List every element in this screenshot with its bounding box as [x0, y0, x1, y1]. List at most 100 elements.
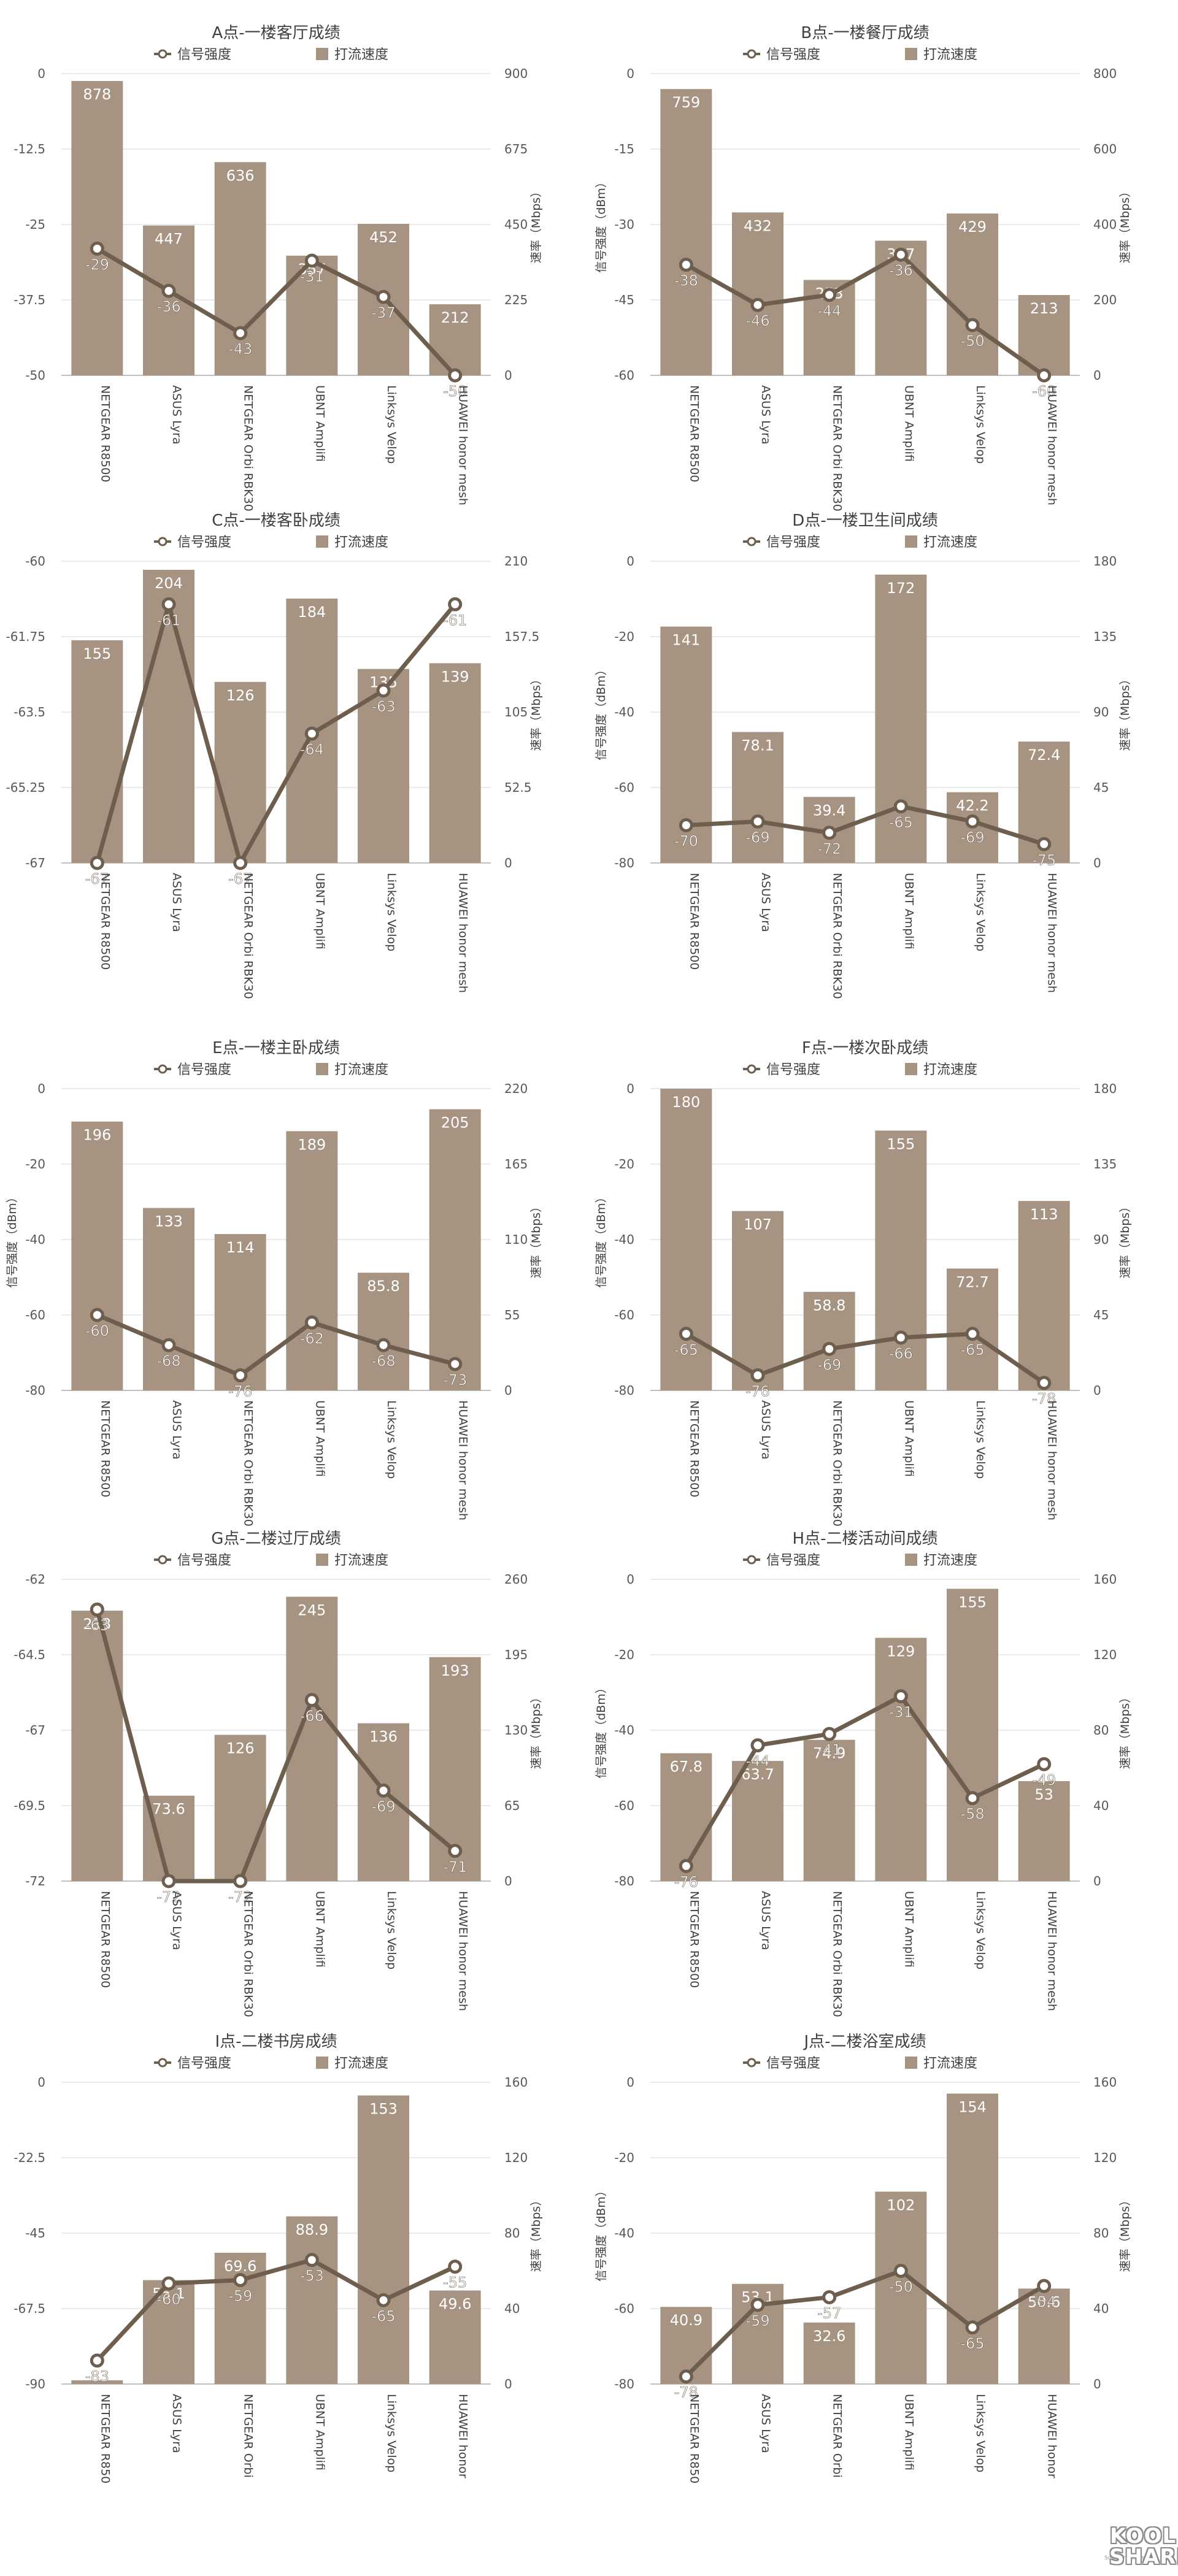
right-axis-tick: 105 [504, 705, 528, 719]
signal-line [685, 1332, 1045, 1385]
category-label: UBNT Amplifi [902, 385, 915, 462]
signal-line [95, 2258, 456, 2363]
signal-point [679, 258, 693, 272]
speed-bar-label: 114 [226, 1239, 255, 1256]
signal-point [161, 1874, 176, 1888]
category-label: ASUS Lyra [759, 2394, 772, 2453]
category-label: HUAWEI honor mesh [1045, 1400, 1059, 1520]
left-axis-tick: -69.5 [13, 1798, 45, 1813]
signal-point [304, 1315, 319, 1330]
category-label: NETGEAR Orbi [831, 2394, 844, 2478]
speed-bar [429, 2290, 481, 2384]
signal-point [893, 799, 908, 814]
signal-point [893, 1689, 908, 1704]
speed-bar [143, 2280, 194, 2384]
speed-bar-label: 432 [744, 217, 772, 234]
speed-bar-label: 180 [672, 1094, 700, 1111]
legend-bar-marker [905, 2057, 917, 2069]
category-label: NETGEAR Orbi RBK30 [831, 385, 844, 512]
left-axis-tick: 0 [626, 554, 634, 569]
legend-bar-marker [316, 535, 328, 548]
legend-speed-label: 打流速度 [334, 47, 388, 63]
speed-bar [286, 1131, 338, 1390]
category-label: NETGEAR R8500 [98, 1891, 112, 1988]
speed-bar-label: 126 [226, 1740, 255, 1757]
signal-point [750, 814, 765, 829]
speed-bar-label: 74.9 [813, 1745, 845, 1762]
signal-point [376, 1783, 391, 1798]
speed-bar-label: 205 [441, 1114, 469, 1132]
speed-bar [803, 1739, 855, 1881]
speed-bar-label: 107 [744, 1216, 772, 1233]
signal-point [233, 1874, 248, 1888]
left-axis-tick: -25 [25, 217, 45, 232]
signal-point-label: -38 [674, 272, 698, 289]
speed-bar-label: 193 [441, 1662, 469, 1679]
legend-speed-label: 打流速度 [334, 535, 388, 550]
right-axis-tick: 180 [1093, 554, 1117, 569]
right-axis-tick: 120 [1093, 2150, 1117, 2165]
left-axis-tick: -67.5 [13, 2301, 45, 2316]
signal-line [684, 2269, 1045, 2379]
speed-bar [429, 1109, 481, 1390]
category-label: UBNT Amplifi [313, 1891, 326, 1968]
signal-point [822, 1727, 837, 1741]
speed-bar [429, 1657, 481, 1881]
speed-bar [803, 1292, 855, 1390]
right-axis-tick: 55 [504, 1308, 520, 1322]
speed-bar [71, 640, 123, 863]
signal-point-label: -46 [745, 312, 769, 329]
signal-point-label: -65 [889, 814, 913, 831]
left-axis-tick: -60 [614, 368, 634, 383]
signal-line [96, 1313, 456, 1378]
left-axis-tick: -80 [614, 1383, 634, 1398]
signal-point [90, 1308, 104, 1322]
signal-point-label: -60 [85, 1322, 109, 1340]
right-axis-tick: 0 [504, 1874, 512, 1888]
signal-point-label: -65 [674, 1341, 698, 1359]
signal-point [893, 247, 908, 262]
chart-title: J点-二楼浴室成绩 [803, 2033, 926, 2051]
chart-title: D点-一楼卫生间成绩 [792, 512, 937, 530]
left-axis-tick: -40 [614, 1723, 634, 1738]
left-axis-tick: -61.75 [6, 629, 45, 644]
right-axis-tick: 200 [1093, 293, 1117, 307]
signal-point [965, 814, 980, 829]
signal-line [94, 602, 457, 865]
signal-point-label: -50 [889, 2279, 913, 2296]
speed-bar-label: 78.1 [741, 737, 774, 754]
speed-bar-label: 102 [887, 2196, 915, 2214]
right-axis-tick: 225 [504, 293, 528, 307]
chart-legend: 信号强度 打流速度 [154, 535, 388, 550]
left-axis-tick: -12.5 [13, 142, 45, 156]
category-label: NETGEAR Orbi RBK30 [831, 873, 844, 999]
signal-point-label: -63 [371, 698, 395, 715]
signal-point [965, 1791, 980, 1806]
legend-circle-marker [158, 2058, 167, 2068]
speed-bar-label: 878 [83, 86, 111, 103]
left-axis-tick: -80 [614, 1874, 634, 1888]
signal-point-label: -68 [371, 1352, 395, 1370]
signal-point [376, 289, 391, 304]
left-axis-tick: 0 [626, 2075, 634, 2090]
right-axis-tick: 80 [504, 2226, 520, 2241]
right-axis-tick: 210 [504, 554, 528, 569]
signal-point [750, 297, 765, 312]
right-axis-tick: 900 [504, 66, 528, 81]
signal-point-label: -36 [156, 298, 180, 315]
signal-point [233, 856, 248, 870]
category-label: Linksys Velop [385, 2394, 398, 2472]
category-label: UBNT Amplifi [902, 1891, 915, 1968]
category-label: NETGEAR R850 [98, 2394, 112, 2483]
right-axis-tick: 160 [1093, 1572, 1117, 1587]
speed-bar-label: 212 [441, 309, 469, 326]
signal-point-label: -69 [960, 829, 984, 846]
category-label: HUAWEI honor mesh [456, 385, 470, 505]
legend-bar-marker [316, 2057, 328, 2069]
category-label: NETGEAR Orbi RBK30 [831, 1400, 844, 1527]
legend-bar-marker [316, 48, 328, 60]
legend-circle-marker [158, 1555, 167, 1565]
left-axis-tick: -65.25 [6, 780, 45, 795]
